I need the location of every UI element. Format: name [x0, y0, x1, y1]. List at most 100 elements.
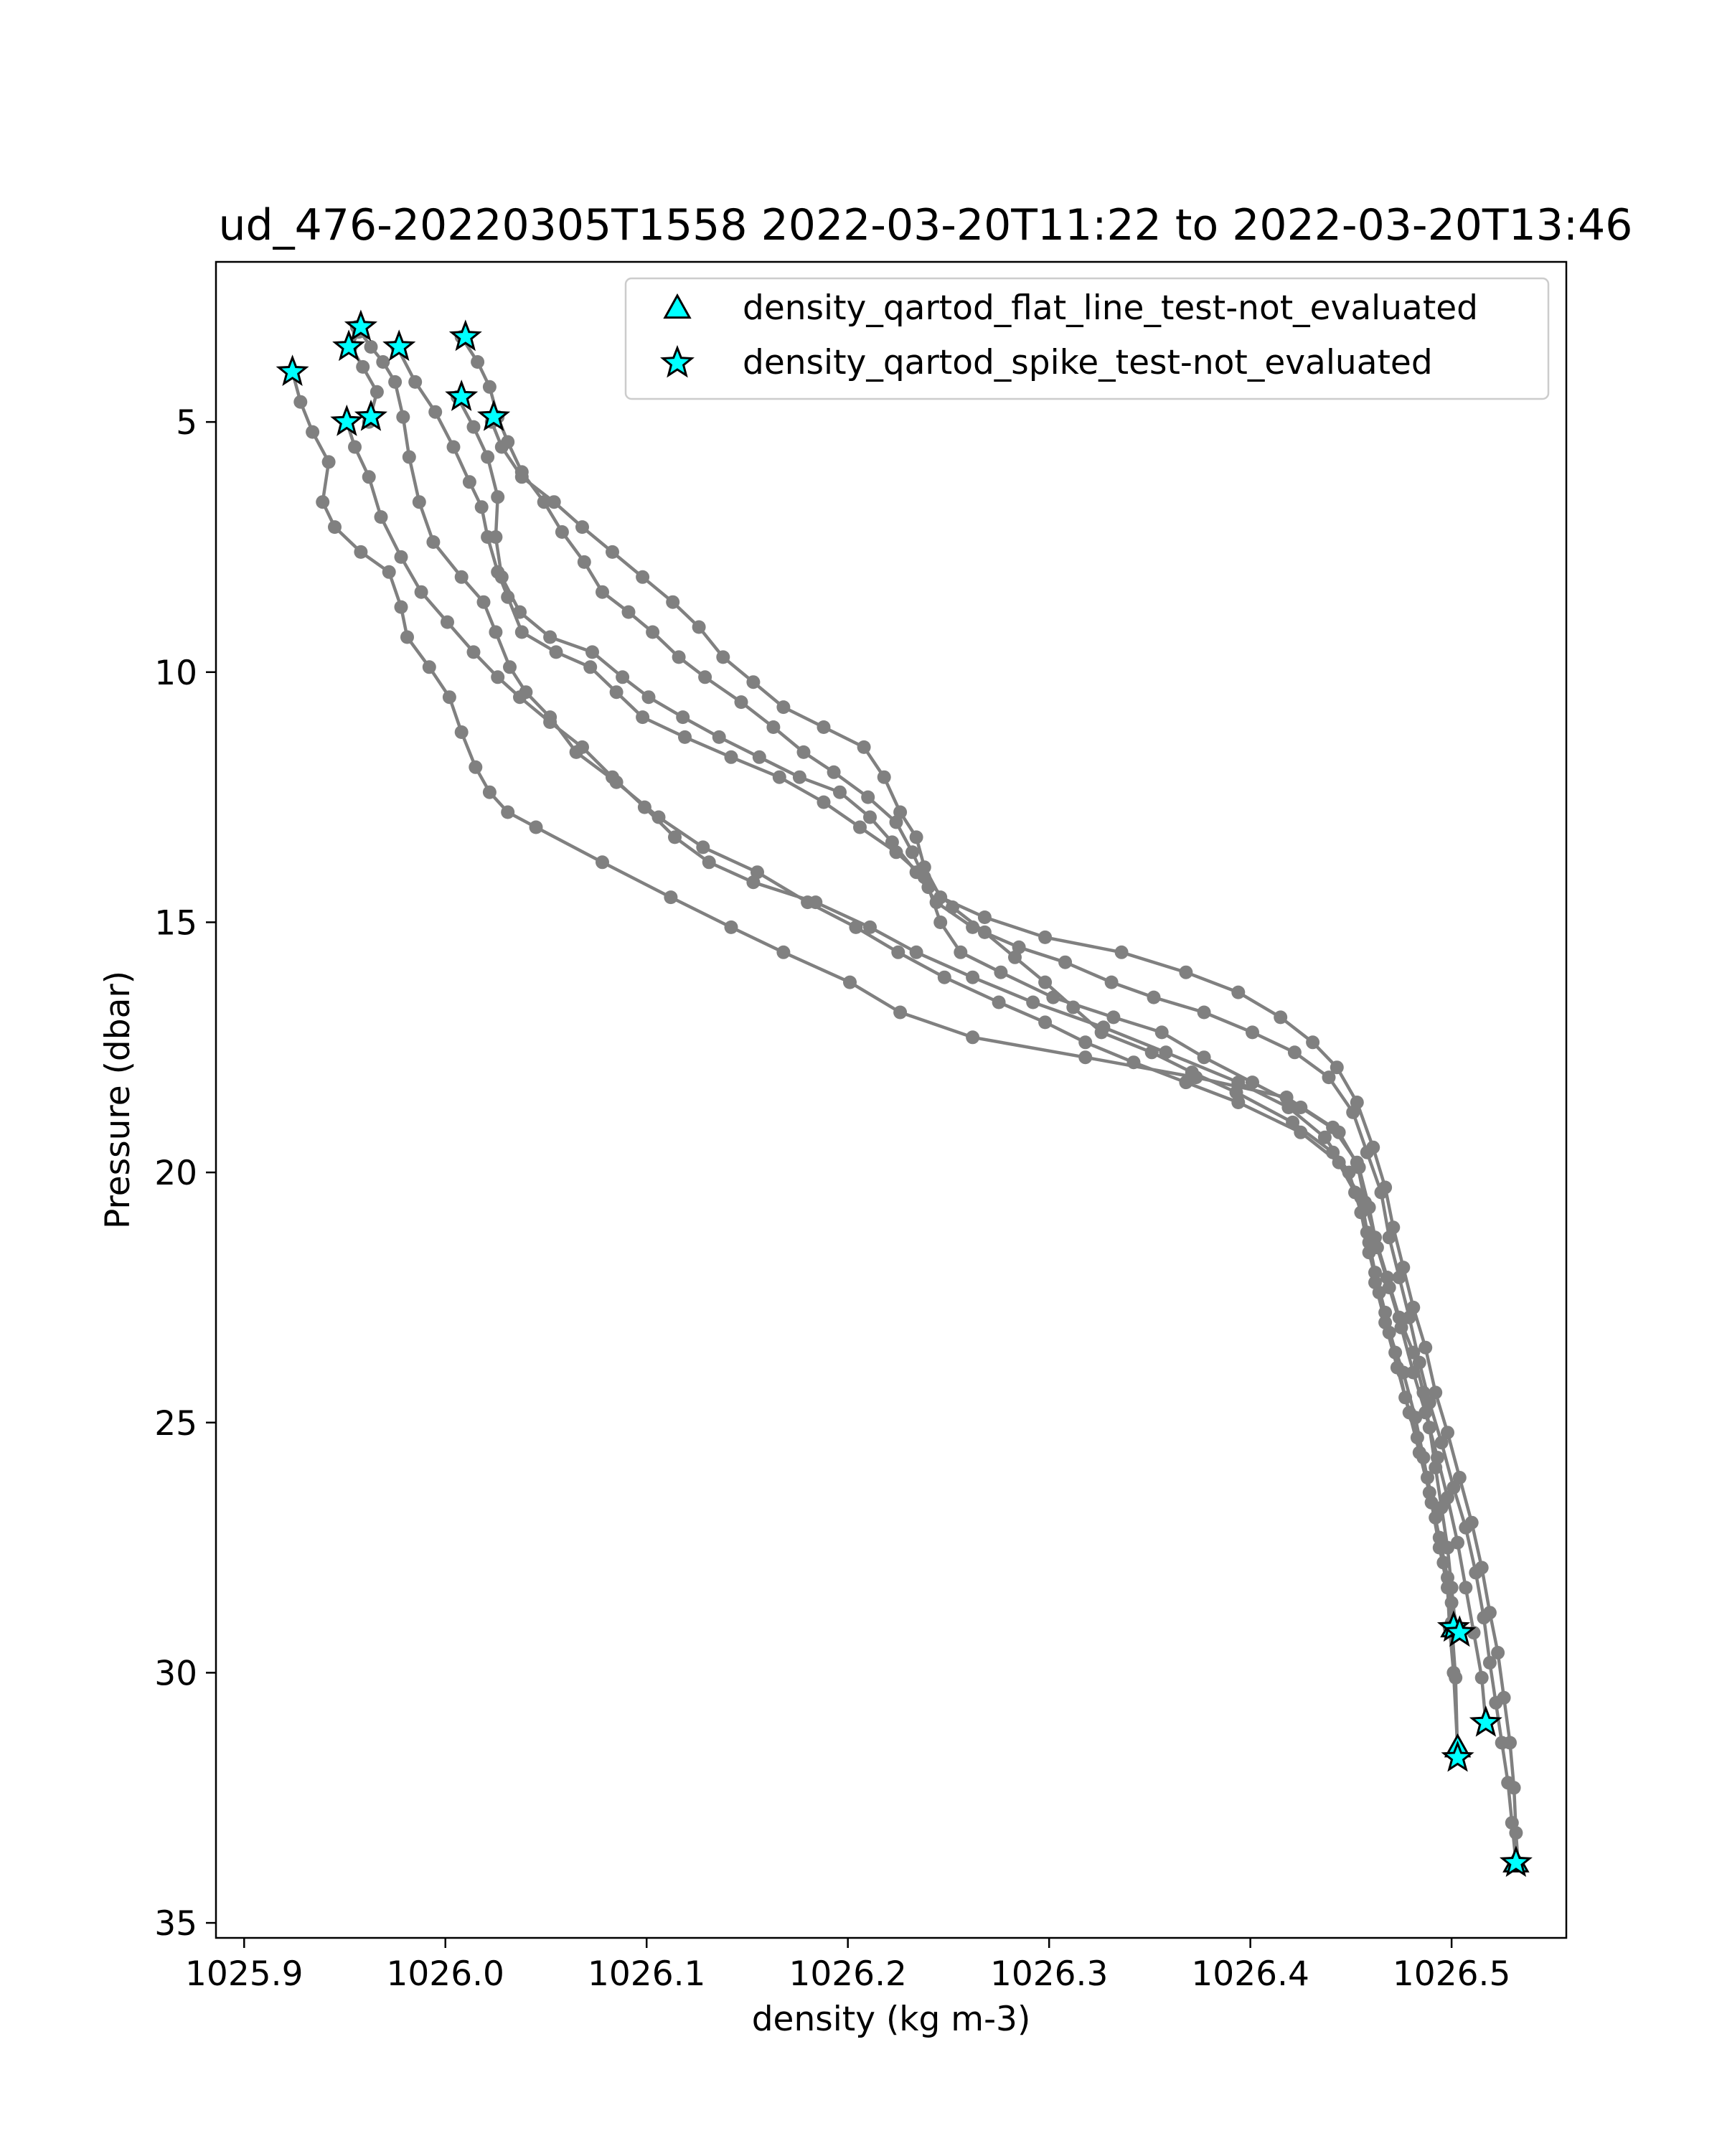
- profile-point: [893, 805, 908, 819]
- y-tick-label: 20: [154, 1154, 197, 1193]
- x-tick-label: 1026.2: [789, 1954, 906, 1994]
- legend-box: [624, 277, 1550, 400]
- y-tick-label: 15: [154, 903, 197, 943]
- profile-point: [1509, 1826, 1523, 1840]
- profile-point: [1012, 940, 1026, 954]
- profile-point: [348, 440, 362, 454]
- profile-point: [513, 605, 527, 619]
- profile-point: [454, 570, 469, 584]
- profile-point: [1497, 1690, 1511, 1705]
- x-tick-label: 1026.5: [1393, 1954, 1510, 1994]
- profile-point: [827, 765, 841, 779]
- profile-point: [1106, 1010, 1121, 1025]
- profile-line-6: [456, 396, 1518, 1863]
- profile-point: [596, 855, 609, 870]
- y-tick-label: 30: [154, 1654, 197, 1693]
- profile-point: [1396, 1261, 1411, 1275]
- profile-point: [678, 730, 692, 744]
- profile-point: [1197, 1005, 1211, 1020]
- profile-point: [462, 475, 476, 489]
- profile-point: [1394, 1320, 1408, 1334]
- profile-point: [734, 695, 748, 710]
- profile-point: [1482, 1656, 1497, 1670]
- profile-point: [1350, 1096, 1364, 1109]
- profile-point: [1144, 1045, 1159, 1060]
- profile-point: [937, 970, 951, 984]
- profile-point: [1114, 945, 1129, 959]
- profile-point: [376, 355, 390, 369]
- profile-point: [1317, 1130, 1332, 1144]
- profile-point: [724, 920, 738, 934]
- x-axis-label: density (kg m-3): [752, 2000, 1031, 2039]
- profile-point: [702, 855, 716, 870]
- profile-point: [1038, 975, 1053, 989]
- profile-point: [466, 645, 481, 659]
- profile-point: [891, 945, 905, 959]
- profile-point: [1038, 1015, 1053, 1030]
- profile-point: [1441, 1490, 1454, 1505]
- profile-point: [482, 785, 497, 799]
- profile-point: [476, 595, 491, 609]
- profile-point: [1464, 1515, 1479, 1530]
- spike-flag-marker: [330, 404, 364, 436]
- profile-point: [364, 340, 378, 354]
- profile-point: [917, 860, 931, 875]
- x-tick-label: 1025.9: [185, 1954, 303, 1994]
- profile-point: [861, 790, 875, 804]
- profile-point: [1159, 1045, 1173, 1060]
- profile-point: [905, 845, 919, 860]
- profile-point: [491, 490, 505, 504]
- profile-point: [1431, 1451, 1444, 1465]
- spike-flag-marker: [1441, 1740, 1474, 1772]
- profile-point: [833, 785, 847, 799]
- profile-point: [1046, 990, 1060, 1004]
- profile-point: [543, 630, 557, 644]
- profile-point: [466, 420, 481, 434]
- profile-point: [909, 830, 923, 844]
- profile-point: [994, 965, 1008, 979]
- profile-point: [1126, 1055, 1141, 1070]
- profile-point: [1179, 965, 1193, 979]
- profile-point: [1441, 1426, 1454, 1440]
- profile-point: [801, 895, 815, 910]
- profile-point: [609, 685, 624, 700]
- profile-point: [885, 835, 899, 849]
- spike-flag-marker: [332, 329, 366, 362]
- profile-point: [1386, 1220, 1401, 1235]
- profile-point: [1491, 1646, 1505, 1660]
- profile-point: [1231, 985, 1246, 999]
- profile-point: [422, 660, 436, 674]
- profile-point: [474, 500, 489, 514]
- profile-point: [992, 995, 1006, 1009]
- profile-point: [519, 685, 533, 700]
- profile-point: [1094, 1025, 1109, 1040]
- y-tick-label: 5: [176, 403, 197, 443]
- spike-flag-marker: [1443, 1615, 1477, 1647]
- profile-point: [1179, 1075, 1193, 1090]
- profile-point: [1446, 1480, 1461, 1494]
- profile-point: [1474, 1670, 1489, 1685]
- profile-point: [1362, 1200, 1376, 1215]
- profile-point: [543, 710, 557, 725]
- profile-point: [666, 595, 680, 609]
- profile-point: [1410, 1431, 1424, 1445]
- profile-point: [1449, 1670, 1463, 1685]
- legend: density_qartod_flat_line_test-not_evalua…: [624, 277, 1550, 400]
- profile-point: [776, 945, 791, 959]
- profile-point: [1378, 1305, 1393, 1319]
- profile-point: [501, 805, 515, 819]
- profile-point: [454, 725, 469, 739]
- profile-point: [776, 700, 791, 715]
- profile-point: [1246, 1075, 1259, 1090]
- profile-point: [569, 745, 583, 759]
- plot-frame: [215, 260, 1568, 1939]
- legend-star-marker: [660, 344, 695, 378]
- spike-flag-marker: [448, 319, 482, 352]
- profile-point: [966, 970, 980, 984]
- profile-point: [857, 740, 871, 754]
- profile-point: [1322, 1070, 1336, 1085]
- x-tick-label: 1026.0: [387, 1954, 504, 1994]
- profile-point: [1078, 1050, 1093, 1065]
- profile-point: [529, 820, 543, 834]
- profile-point: [664, 890, 678, 905]
